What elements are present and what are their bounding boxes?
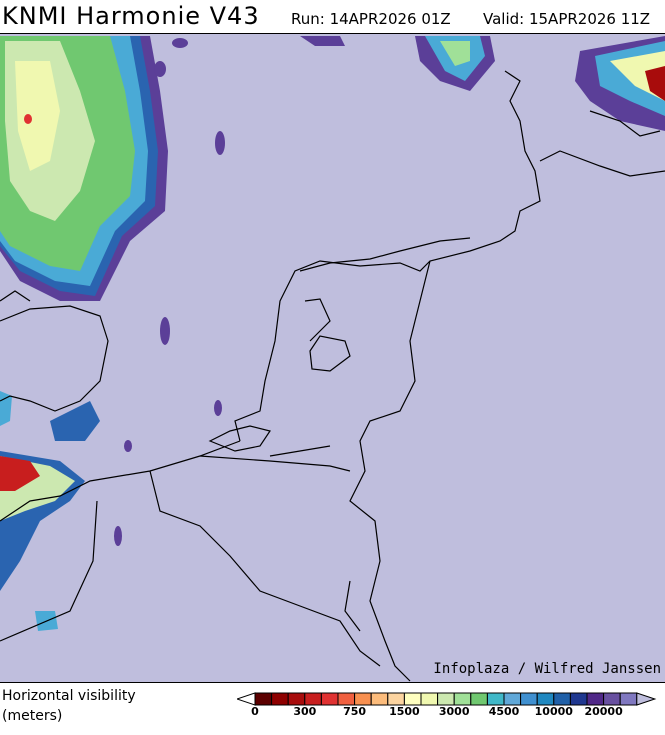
- country-borders: [0, 260, 431, 682]
- colorbar-tick-label: 10000: [534, 705, 573, 718]
- colorbar-tick-label: 1500: [389, 705, 420, 718]
- colorbar-tick-label: 300: [293, 705, 317, 718]
- colorbar-swatch: [420, 692, 439, 706]
- colorbar-swatch: [304, 692, 322, 706]
- colorbar-swatch: [271, 692, 289, 706]
- colorbar-swatch: [337, 692, 356, 706]
- colorbar-tick-label: 20000: [584, 705, 623, 718]
- colorbar-swatch: [569, 692, 588, 706]
- colorbar-swatch: [254, 692, 273, 706]
- colorbar-swatch: [437, 692, 455, 706]
- colorbar-swatch: [470, 692, 488, 706]
- visibility-map: [0, 33, 665, 683]
- run-time: Run: 14APR2026 01Z: [291, 10, 451, 28]
- colorbar-swatch: [536, 692, 555, 706]
- colorbar-tick-label: 750: [343, 705, 367, 718]
- colorbar-swatch: [370, 692, 389, 706]
- colorbar-under-arrow: [237, 692, 256, 706]
- legend-label-line1: Horizontal visibility: [2, 688, 136, 704]
- fog-region-northwest: [0, 36, 168, 301]
- legend-label-line2: (meters): [2, 708, 63, 724]
- fog-region-northeast: [575, 36, 665, 131]
- legend-label: Horizontal visibility (meters): [2, 686, 136, 726]
- colorbar-swatch: [453, 692, 472, 706]
- colorbar-tick-label: 3000: [438, 705, 470, 718]
- colorbar-tick-label: 0: [251, 705, 259, 718]
- colorbar-swatch: [403, 692, 422, 706]
- colorbar-swatch: [603, 692, 621, 706]
- colorbar-swatch: [520, 692, 538, 706]
- colorbar-tick-label: 4500: [488, 705, 520, 718]
- colorbar-over-arrow: [636, 692, 657, 706]
- fog-region-north: [300, 36, 495, 91]
- valid-time: Valid: 15APR2026 11Z: [483, 10, 651, 28]
- colorbar-swatch: [354, 692, 372, 706]
- colorbar-swatch: [320, 692, 339, 706]
- colorbar-swatch: [287, 692, 306, 706]
- colorbar-swatch: [586, 692, 605, 706]
- colorbar: [237, 692, 657, 706]
- map-svg: [0, 34, 665, 682]
- colorbar-swatch: [486, 692, 505, 706]
- map-credit: Infoplaza / Wilfred Janssen: [433, 661, 661, 677]
- colorbar-swatch: [387, 692, 405, 706]
- colorbar-swatch: [503, 692, 522, 706]
- colorbar-swatch: [553, 692, 571, 706]
- chart-title: KNMI Harmonie V43: [2, 2, 260, 30]
- fog-patches-small: [114, 38, 225, 546]
- colorbar-swatch: [619, 692, 638, 706]
